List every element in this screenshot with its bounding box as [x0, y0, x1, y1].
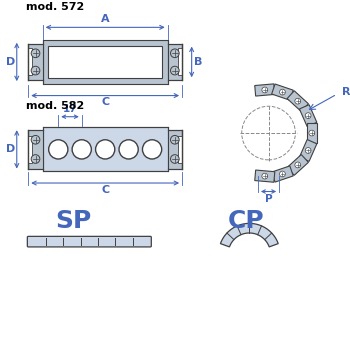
Circle shape: [49, 140, 68, 159]
Polygon shape: [220, 223, 278, 247]
Text: B: B: [194, 57, 203, 67]
Circle shape: [31, 135, 40, 144]
Text: A: A: [101, 14, 110, 25]
Circle shape: [72, 140, 91, 159]
Polygon shape: [287, 91, 308, 111]
Text: mod. 582: mod. 582: [26, 101, 85, 111]
Circle shape: [170, 49, 179, 57]
Polygon shape: [299, 140, 317, 161]
Text: C: C: [101, 185, 109, 195]
Circle shape: [170, 135, 179, 144]
Text: R: R: [342, 87, 350, 97]
Polygon shape: [272, 84, 293, 100]
Bar: [168, 44, 182, 80]
Circle shape: [31, 49, 40, 57]
Circle shape: [170, 155, 179, 163]
Bar: [178, 49, 182, 75]
Circle shape: [305, 147, 311, 154]
Bar: [43, 127, 168, 171]
FancyBboxPatch shape: [27, 236, 151, 247]
Text: D: D: [6, 57, 16, 67]
Bar: [28, 44, 43, 80]
Circle shape: [280, 171, 285, 177]
Bar: [168, 130, 182, 169]
Bar: [43, 40, 168, 84]
Text: C: C: [101, 97, 109, 107]
Polygon shape: [287, 155, 308, 175]
Polygon shape: [299, 105, 317, 127]
Circle shape: [262, 87, 268, 93]
Bar: [49, 46, 162, 78]
Circle shape: [309, 130, 315, 136]
Circle shape: [31, 155, 40, 163]
Polygon shape: [307, 124, 317, 143]
Circle shape: [142, 140, 162, 159]
Polygon shape: [255, 170, 275, 182]
Circle shape: [170, 66, 179, 75]
Circle shape: [280, 89, 285, 95]
Bar: [28, 136, 32, 163]
Bar: [178, 136, 182, 163]
Text: D: D: [6, 144, 16, 154]
Text: mod. 572: mod. 572: [26, 2, 85, 12]
Text: P: P: [265, 195, 272, 205]
Text: 17: 17: [63, 104, 77, 114]
Circle shape: [262, 173, 268, 179]
Bar: [28, 49, 32, 75]
Polygon shape: [255, 84, 275, 96]
Circle shape: [31, 66, 40, 75]
Circle shape: [305, 113, 311, 119]
Circle shape: [295, 162, 301, 168]
Bar: [28, 130, 43, 169]
Circle shape: [119, 140, 138, 159]
Polygon shape: [272, 166, 293, 182]
Text: SP: SP: [55, 210, 92, 233]
Circle shape: [96, 140, 115, 159]
Circle shape: [295, 98, 301, 104]
Text: CP: CP: [228, 210, 265, 233]
